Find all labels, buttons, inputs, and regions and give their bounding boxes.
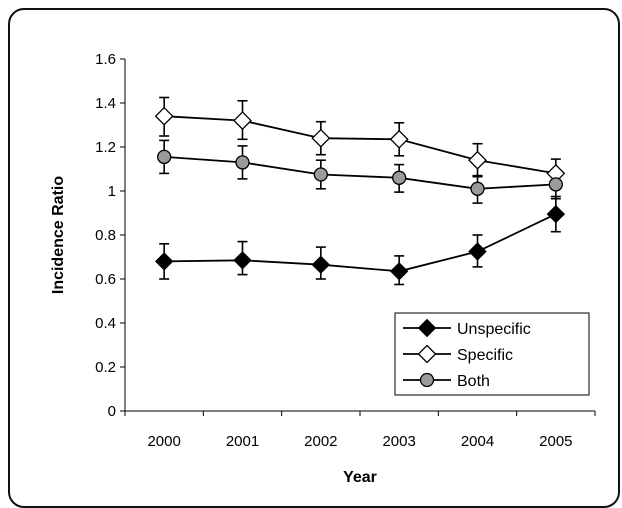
data-point-unspecific bbox=[154, 252, 174, 271]
series-line-specific bbox=[164, 115, 556, 175]
data-point-both bbox=[313, 167, 328, 182]
error-bars bbox=[159, 96, 561, 286]
x-axis-title: Year bbox=[343, 469, 377, 486]
y-tick-label: 0.4 bbox=[95, 315, 116, 332]
x-tick-label: 2001 bbox=[226, 433, 259, 450]
legend-marker-both bbox=[419, 372, 435, 388]
data-point-unspecific bbox=[311, 255, 331, 274]
data-point-both bbox=[157, 149, 172, 165]
legend-label-specific: Specific bbox=[457, 347, 513, 364]
series-lines bbox=[164, 115, 557, 273]
series-line-both bbox=[164, 156, 556, 190]
x-tick-label: 2005 bbox=[539, 433, 572, 450]
y-tick-label: 1.4 bbox=[95, 95, 116, 112]
x-tick-label: 2003 bbox=[382, 433, 415, 450]
y-tick-label: 1.6 bbox=[95, 51, 116, 68]
data-point-unspecific bbox=[233, 251, 252, 270]
data-point-specific bbox=[311, 128, 331, 148]
legend-label-both: Both bbox=[457, 373, 490, 390]
legend-marker-specific bbox=[417, 344, 437, 364]
data-point-unspecific bbox=[468, 242, 487, 261]
x-tick-label: 2004 bbox=[461, 433, 494, 450]
y-tick-label: 0.2 bbox=[95, 359, 116, 376]
legend-label-unspecific: Unspecific bbox=[457, 321, 531, 338]
y-tick-label: 0 bbox=[108, 403, 116, 420]
data-point-both bbox=[548, 177, 563, 192]
x-tick-label: 2000 bbox=[147, 433, 180, 450]
data-point-specific bbox=[233, 111, 252, 131]
legend: Unspecific Specific Both bbox=[394, 312, 590, 396]
data-point-specific bbox=[154, 106, 174, 126]
data-point-specific bbox=[389, 129, 409, 149]
y-tick-label: 1.2 bbox=[95, 139, 116, 156]
x-tick-label: 2002 bbox=[304, 433, 337, 450]
data-point-both bbox=[392, 170, 407, 185]
legend-marker-unspecific bbox=[417, 318, 437, 338]
series-line-unspecific bbox=[164, 213, 557, 273]
data-point-specific bbox=[468, 150, 487, 170]
data-point-unspecific bbox=[546, 204, 566, 224]
y-tick-label: 1 bbox=[108, 183, 116, 200]
y-axis-title: Incidence Ratio bbox=[50, 176, 67, 294]
data-point-both bbox=[235, 155, 250, 170]
data-point-both bbox=[470, 181, 485, 196]
data-point-unspecific bbox=[389, 262, 409, 281]
y-tick-label: 0.8 bbox=[95, 227, 116, 244]
y-tick-label: 0.6 bbox=[95, 271, 116, 288]
series-markers bbox=[154, 106, 566, 281]
incidence-ratio-chart: 0 0.2 0.4 0.6 0.8 1 1.2 1.4 1.6 2000 2001 2002 2003 2… bbox=[50, 51, 596, 486]
axes: 0 0.2 0.4 0.6 0.8 1 1.2 1.4 1.6 2000 2001 2002 2003 2… bbox=[95, 51, 596, 450]
